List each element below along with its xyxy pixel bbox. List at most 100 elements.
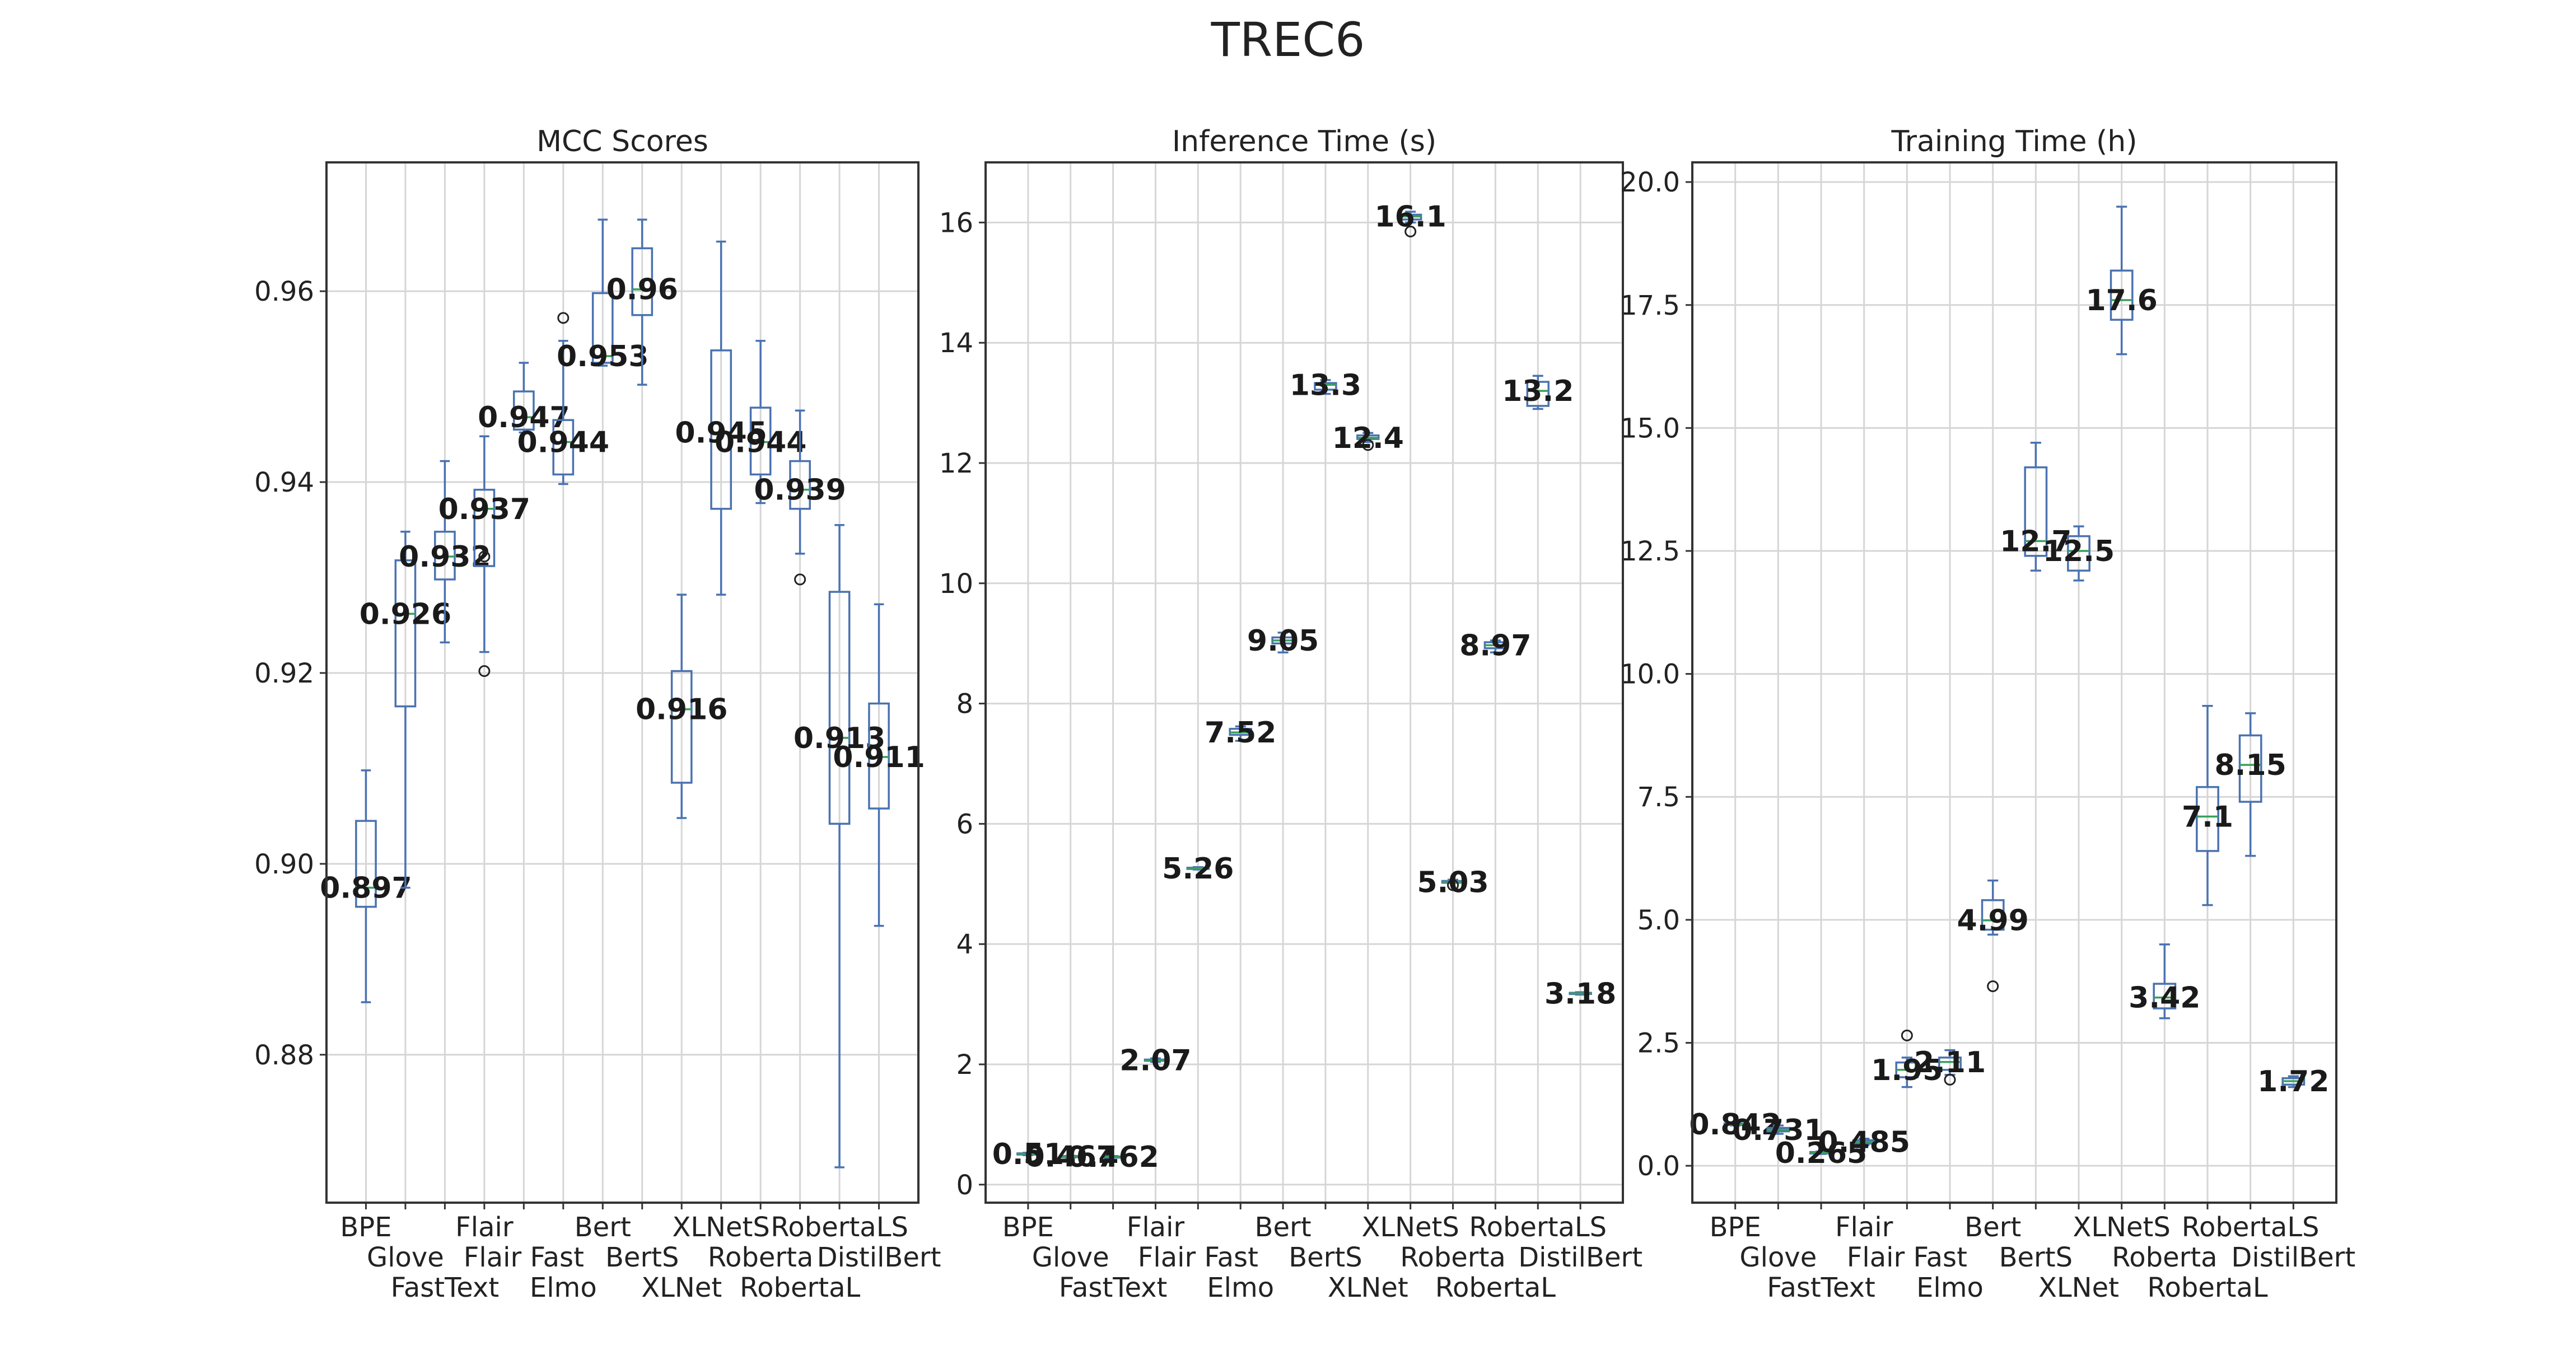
x-tick-label: Flair xyxy=(455,1212,514,1243)
x-tick-label: Elmo xyxy=(1916,1272,1984,1303)
median-value-label: 0.911 xyxy=(833,741,925,774)
axes-frame xyxy=(1691,161,2337,1204)
box-flair: 0.937 xyxy=(438,435,530,677)
panel-title: Inference Time (s) xyxy=(1172,125,1436,158)
median-value-label: 4.99 xyxy=(1957,904,2029,938)
median-value-label: 0.916 xyxy=(636,693,727,727)
box-flair: 2.07 xyxy=(1119,1044,1191,1077)
median-value-label: 7.52 xyxy=(1205,716,1276,750)
x-tick-label: BertS xyxy=(1289,1242,1362,1273)
x-tick-label: Flair xyxy=(1127,1212,1185,1243)
x-tick-label: RobertaL xyxy=(740,1272,861,1303)
x-tick-label: FastText xyxy=(1767,1272,1875,1303)
x-tick-label: Flair Fast xyxy=(1138,1242,1258,1273)
y-tick-label: 12 xyxy=(939,448,973,479)
median-value-label: 0.462 xyxy=(1067,1141,1159,1174)
outlier-point xyxy=(478,665,491,677)
median-value-label: 0.485 xyxy=(1818,1126,1910,1160)
median-value-label: 0.897 xyxy=(320,871,412,905)
iqr-box xyxy=(710,349,732,510)
box-elmo: 7.52 xyxy=(1205,716,1276,750)
box-bert: 9.05 xyxy=(1247,624,1319,658)
x-tick-label: RobertaLS xyxy=(2182,1212,2320,1243)
median-value-label: 0.932 xyxy=(399,540,491,574)
y-tick-label: 15.0 xyxy=(1620,413,1680,444)
median-value-label: 0.947 xyxy=(478,401,570,434)
x-tick-label: DistilBert xyxy=(1518,1242,1642,1273)
box-glove: 0.467 xyxy=(1024,1141,1116,1174)
y-tick-label: 0.90 xyxy=(254,849,314,880)
y-tick-label: 0.96 xyxy=(254,276,314,307)
median-value-label: 3.42 xyxy=(2129,982,2200,1015)
x-tick-label: RobertaLS xyxy=(1469,1212,1607,1243)
median-value-label: 0.467 xyxy=(1024,1141,1116,1174)
box-distilbert: 3.18 xyxy=(1544,977,1616,1011)
y-tick-label: 0.88 xyxy=(254,1040,314,1071)
box-xlnet: 12.4 xyxy=(1332,422,1404,455)
median-value-label: 0.953 xyxy=(557,340,648,373)
y-tick-label: 17.5 xyxy=(1620,290,1680,321)
iqr-box xyxy=(355,820,377,908)
box-xlnets: 16.1 xyxy=(1375,200,1446,238)
median-value-label: 17.6 xyxy=(2086,284,2158,317)
x-tick-label: BertS xyxy=(605,1242,679,1273)
iqr-box xyxy=(591,292,614,364)
box-xlnets: 17.6 xyxy=(2086,205,2158,356)
iqr-box xyxy=(1314,382,1337,391)
box-robertals: 13.2 xyxy=(1502,375,1574,410)
x-tick-label: BPE xyxy=(1710,1212,1761,1243)
median-value-label: 12.4 xyxy=(1332,422,1404,455)
x-tick-label: Flair xyxy=(1835,1212,1893,1243)
x-tick-label: Bert xyxy=(1964,1212,2021,1243)
x-tick-label: Flair Fast xyxy=(464,1242,584,1273)
median-value-label: 1.72 xyxy=(2257,1065,2329,1099)
outlier-point xyxy=(1901,1029,1913,1041)
x-tick-label: Roberta xyxy=(2112,1242,2218,1273)
iqr-box xyxy=(670,670,693,784)
y-tick-label: 2 xyxy=(956,1049,973,1081)
outlier-point xyxy=(1987,980,1999,992)
box-roberta: 5.03 xyxy=(1417,866,1488,900)
box-flair-fast: 1.95 xyxy=(1871,1029,1943,1088)
median-value-label: 0.944 xyxy=(517,426,609,459)
x-tick-label: XLNet xyxy=(1328,1272,1408,1303)
iqr-box xyxy=(512,390,535,431)
outlier-point xyxy=(478,550,491,563)
median-value-label: 2.11 xyxy=(1914,1046,1986,1079)
box-bert: 0.953 xyxy=(557,218,649,373)
box-bert: 4.99 xyxy=(1957,879,2029,992)
median-value-label: 0.926 xyxy=(360,597,451,631)
box-roberta: 0.944 xyxy=(715,340,806,504)
x-tick-label: Glove xyxy=(1739,1242,1817,1273)
median-value-label: 0.937 xyxy=(438,493,530,526)
x-tick-label: RobertaL xyxy=(1435,1272,1556,1303)
x-tick-label: RobertaL xyxy=(2147,1272,2268,1303)
box-bpe: 0.842 xyxy=(1689,1108,1781,1142)
box-xlnet: 0.916 xyxy=(636,593,727,819)
iqr-box xyxy=(828,591,851,825)
box-fasttext: 0.265 xyxy=(1775,1137,1867,1170)
outlier-point xyxy=(1362,439,1374,451)
iqr-box xyxy=(552,419,575,476)
x-tick-label: Roberta xyxy=(708,1242,814,1273)
outlier-point xyxy=(557,312,570,324)
median-value-label: 9.05 xyxy=(1247,624,1319,658)
x-tick-label: Glove xyxy=(367,1242,444,1273)
median-value-label: 8.15 xyxy=(2215,749,2286,782)
iqr-box xyxy=(789,460,811,510)
iqr-box xyxy=(2153,983,2177,1009)
axes-frame xyxy=(325,161,920,1204)
outlier-point xyxy=(1404,226,1417,238)
iqr-box xyxy=(1938,1057,1962,1071)
figure-title: TREC6 xyxy=(1211,12,1365,67)
median-value-label: 0.945 xyxy=(675,416,767,450)
median-value-label: 1.95 xyxy=(1871,1054,1943,1087)
iqr-box xyxy=(2024,466,2048,557)
box-elmo: 2.11 xyxy=(1914,1046,1986,1086)
box-robertals: 8.15 xyxy=(2215,712,2286,857)
median-value-label: 8.97 xyxy=(1459,629,1531,662)
iqr-box xyxy=(2067,535,2090,572)
box-robertal: 7.1 xyxy=(2182,704,2233,906)
